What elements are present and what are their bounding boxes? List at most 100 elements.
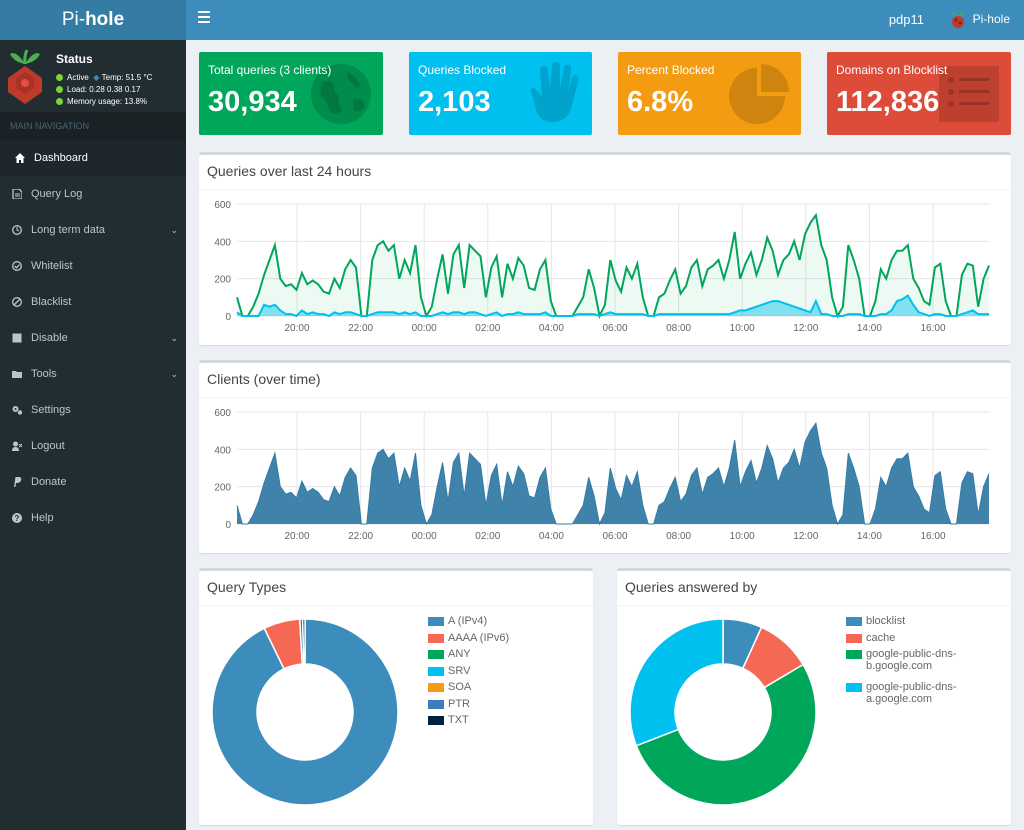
legend-item[interactable]: SRV [428, 665, 509, 682]
donut-slice-6[interactable] [301, 618, 306, 665]
stat-card-globe[interactable]: Total queries (3 clients) 30,934 [199, 52, 383, 135]
y-tick-label: 0 [225, 312, 231, 323]
donut-slice-0[interactable] [211, 618, 399, 806]
sidebar-item-whitelist[interactable]: Whitelist [0, 248, 186, 284]
legend-item[interactable]: google-public-dns-b.google.com [846, 648, 957, 681]
y-tick-label: 200 [214, 275, 231, 286]
legend-item[interactable]: TXT [428, 714, 509, 731]
x-tick-label: 00:00 [412, 323, 437, 334]
donut-slice-3[interactable] [629, 618, 724, 747]
y-tick-label: 0 [225, 520, 231, 531]
y-tick-label: 400 [214, 445, 231, 456]
stat-card-hand[interactable]: Queries Blocked 2,103 [409, 52, 592, 135]
legend-item[interactable]: ANY [428, 648, 509, 665]
sidebar-item-label: Blacklist [31, 296, 72, 308]
x-tick-label: 08:00 [666, 323, 691, 334]
app-logo[interactable]: Pi-hole [0, 0, 186, 40]
series-line-1 [236, 294, 989, 318]
globe-icon [311, 64, 371, 124]
query-types-donut[interactable] [205, 612, 405, 812]
sidebar-item-tools[interactable]: Tools ⌄ [0, 356, 186, 392]
clients-over-time-chart[interactable]: 0 200 400 600 20:00 22:00 00:00 02:00 04:00 06:00… [199, 363, 1011, 553]
query-types-legend: A (IPv4) AAAA (IPv6) ANY SRV SOA PTR TXT [428, 615, 509, 731]
y-tick-label: 600 [214, 408, 231, 419]
sidebar-item-label: Whitelist [31, 260, 73, 272]
status-load-row: Load: 0.28 0.38 0.17 [56, 85, 140, 94]
x-tick-label: 14:00 [857, 531, 882, 542]
x-tick-label: 06:00 [602, 531, 627, 542]
chevron-down-icon[interactable]: ⌄ [170, 333, 178, 343]
x-tick-label: 22:00 [348, 531, 373, 542]
stat-card-title: Queries Blocked [418, 63, 507, 77]
stat-card-pie-chart[interactable]: Percent Blocked 6.8% [618, 52, 801, 135]
top-navbar: pdp11 Pi-hole [186, 0, 1024, 40]
sidebar-item-donate[interactable]: Donate [0, 464, 186, 500]
nav-header: MAIN NAVIGATION [0, 112, 186, 140]
sidebar-item-settings[interactable]: Settings [0, 392, 186, 428]
legend-swatch [428, 699, 444, 709]
answered-by-donut[interactable] [623, 612, 823, 812]
answered-by-title: Queries answered by [625, 579, 758, 595]
y-tick-label: 200 [214, 483, 231, 494]
status-memory: Memory usage: 13.8% [67, 97, 148, 106]
home-icon [15, 153, 25, 163]
sidebar-item-disable[interactable]: Disable ⌄ [0, 320, 186, 356]
sidebar-item-query-log[interactable]: Query Log [0, 176, 186, 212]
sidebar-item-dashboard[interactable]: Dashboard [0, 140, 186, 176]
legend-label: b.google.com [866, 660, 933, 672]
sidebar-item-long-term-data[interactable]: Long term data ⌄ [0, 212, 186, 248]
folder-icon [12, 371, 22, 378]
raspberry-logo-icon [952, 12, 964, 28]
sidebar-item-logout[interactable]: Logout [0, 428, 186, 464]
clock-icon [12, 225, 22, 235]
legend-item[interactable]: google-public-dns-a.google.com [846, 681, 957, 714]
sidebar-item-help[interactable]: ? Help [0, 500, 186, 536]
svg-text:?: ? [15, 514, 20, 523]
sidebar-item-label: Donate [31, 476, 67, 488]
legend-swatch [846, 633, 862, 643]
legend-item[interactable]: cache [846, 632, 957, 649]
thermometer-icon: ◆ [93, 73, 100, 82]
series-area-0 [237, 215, 989, 316]
chevron-down-icon[interactable]: ⌄ [170, 369, 178, 379]
list-icon [939, 66, 999, 122]
series-line-0 [236, 421, 990, 526]
logo-prefix: Pi- [61, 9, 86, 30]
legend-swatch [846, 650, 862, 659]
legend-swatch [846, 683, 862, 692]
queries-over-time-chart[interactable]: 0 200 400 600 20:00 22:00 00:00 02:00 04:00 06:00… [199, 155, 1011, 345]
menu-toggle-icon[interactable] [198, 11, 210, 23]
y-tick-label: 400 [214, 237, 231, 248]
legend-item[interactable]: blocklist [846, 615, 957, 632]
x-tick-label: 10:00 [730, 531, 755, 542]
legend-label: SOA [448, 681, 472, 693]
sidebar-item-label: Dashboard [34, 152, 88, 164]
legend-item[interactable]: SOA [428, 681, 509, 698]
sidebar-item-label: Tools [31, 368, 57, 380]
x-tick-label: 16:00 [920, 531, 945, 542]
stat-card-title: Domains on Blocklist [836, 63, 948, 77]
x-tick-label: 12:00 [793, 531, 818, 542]
donut-slice-2[interactable] [635, 663, 817, 806]
x-tick-label: 14:00 [857, 323, 882, 334]
answered-by-legend: blocklist cache google-public-dns-b.google… [846, 615, 957, 714]
legend-label: google-public-dns- [866, 648, 957, 660]
brand-menu[interactable]: Pi-hole [972, 12, 1010, 26]
sidebar-item-label: Query Log [31, 188, 83, 200]
stat-card-list[interactable]: Domains on Blocklist 112,836 [827, 52, 1011, 135]
status-active-row: Active ◆ Temp: 51.5 °C [56, 73, 152, 82]
sidebar-item-blacklist[interactable]: Blacklist [0, 284, 186, 320]
logo-suffix: hole [85, 9, 125, 30]
legend-label: TXT [448, 714, 469, 726]
user-name[interactable]: pdp11 [888, 12, 924, 27]
chevron-down-icon[interactable]: ⌄ [170, 225, 178, 235]
file-icon [12, 189, 22, 199]
legend-item[interactable]: PTR [428, 698, 509, 715]
legend-item[interactable]: AAAA (IPv6) [428, 632, 509, 649]
question-circle-icon: ? [12, 513, 22, 523]
load-dot-icon [56, 86, 63, 93]
x-tick-label: 02:00 [475, 531, 500, 542]
query-types-title: Query Types [207, 579, 287, 595]
legend-item[interactable]: A (IPv4) [428, 615, 509, 632]
legend-swatch [428, 666, 444, 676]
